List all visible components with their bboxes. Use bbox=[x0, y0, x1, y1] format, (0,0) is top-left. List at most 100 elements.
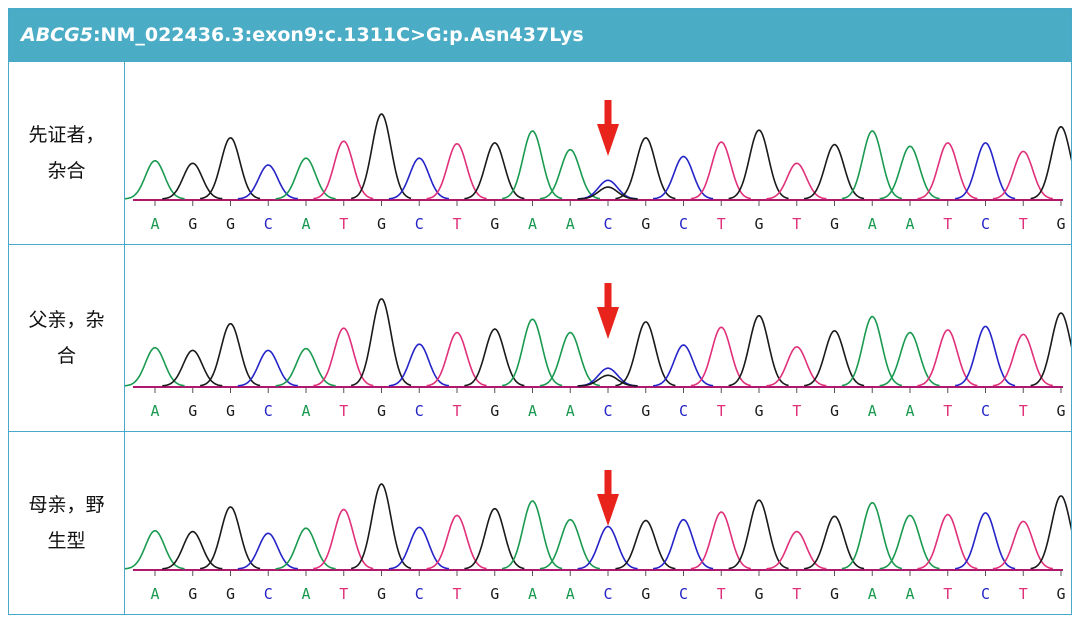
peak-G bbox=[350, 298, 412, 387]
peak-A bbox=[879, 514, 940, 570]
peak-C bbox=[653, 155, 714, 200]
base-call: A bbox=[528, 585, 537, 603]
base-call: T bbox=[1019, 585, 1028, 603]
base-call: A bbox=[868, 402, 877, 420]
peak-G bbox=[615, 321, 676, 387]
base-call: C bbox=[679, 402, 688, 420]
figure-frame: ABCG5:NM_022436.3:exon9:c.1311C>G:p.Asn4… bbox=[8, 8, 1072, 615]
peak-T bbox=[690, 511, 752, 570]
base-call: G bbox=[226, 215, 235, 233]
variant-arrow-icon bbox=[597, 283, 619, 339]
base-call: A bbox=[905, 585, 914, 603]
base-call: C bbox=[603, 402, 612, 420]
base-call: G bbox=[188, 215, 197, 233]
base-call: T bbox=[339, 402, 348, 420]
base-call: C bbox=[415, 215, 424, 233]
gene-name: ABCG5 bbox=[21, 24, 93, 46]
base-call: T bbox=[717, 402, 726, 420]
base-call: A bbox=[566, 215, 575, 233]
base-call: A bbox=[150, 215, 159, 233]
base-call: C bbox=[603, 215, 612, 233]
peak-C bbox=[653, 344, 714, 387]
peak-G bbox=[162, 349, 223, 387]
base-call: G bbox=[754, 402, 763, 420]
label-cell: 母亲，野生型 bbox=[9, 432, 125, 614]
base-call: C bbox=[264, 585, 273, 603]
base-call: T bbox=[339, 215, 348, 233]
base-call: C bbox=[264, 215, 273, 233]
base-call: G bbox=[490, 585, 499, 603]
base-call: T bbox=[943, 215, 952, 233]
base-call: G bbox=[377, 585, 386, 603]
peak-T bbox=[313, 140, 374, 200]
peak-T bbox=[766, 346, 827, 387]
peak-A bbox=[275, 527, 336, 570]
peak-G-secondary bbox=[577, 186, 638, 200]
peak-G bbox=[200, 506, 261, 570]
base-call: G bbox=[226, 402, 235, 420]
peak-G bbox=[1030, 125, 1071, 200]
base-call: G bbox=[754, 215, 763, 233]
figure-header: ABCG5:NM_022436.3:exon9:c.1311C>G:p.Asn4… bbox=[9, 9, 1071, 61]
peak-C bbox=[388, 526, 449, 570]
base-call: A bbox=[528, 402, 537, 420]
row-label: 先证者，杂合 bbox=[28, 124, 105, 182]
base-call: A bbox=[566, 402, 575, 420]
peak-G bbox=[728, 315, 789, 387]
base-call: A bbox=[150, 585, 159, 603]
base-call: G bbox=[377, 402, 386, 420]
base-call: G bbox=[490, 402, 499, 420]
base-call: A bbox=[301, 585, 310, 603]
base-call: A bbox=[528, 215, 537, 233]
peak-C bbox=[237, 164, 298, 200]
base-call: C bbox=[981, 215, 990, 233]
base-call: C bbox=[679, 215, 688, 233]
peak-A bbox=[879, 145, 940, 200]
base-call: G bbox=[1056, 402, 1065, 420]
peak-A bbox=[275, 347, 336, 387]
peak-G bbox=[728, 499, 789, 570]
base-call: C bbox=[981, 585, 990, 603]
base-call: A bbox=[566, 585, 575, 603]
peak-T bbox=[992, 150, 1053, 200]
peak-T bbox=[690, 326, 751, 387]
base-call: T bbox=[452, 402, 461, 420]
peak-G bbox=[1030, 312, 1071, 387]
peak-G bbox=[200, 323, 261, 387]
base-call: T bbox=[792, 585, 801, 603]
base-call: A bbox=[868, 215, 877, 233]
base-call: A bbox=[868, 585, 877, 603]
peak-G-secondary bbox=[577, 374, 638, 387]
peak-C bbox=[388, 343, 450, 387]
base-call: C bbox=[679, 585, 688, 603]
base-call: G bbox=[1056, 585, 1065, 603]
base-call: G bbox=[188, 585, 197, 603]
base-call: G bbox=[754, 585, 763, 603]
peak-T bbox=[917, 513, 978, 570]
peak-G bbox=[804, 515, 865, 570]
base-call: T bbox=[792, 215, 801, 233]
base-call: A bbox=[301, 215, 310, 233]
base-call: G bbox=[377, 215, 386, 233]
base-call: A bbox=[905, 402, 914, 420]
peak-G bbox=[803, 330, 865, 387]
base-call: G bbox=[641, 585, 650, 603]
base-call: G bbox=[226, 585, 235, 603]
peak-G bbox=[464, 507, 525, 570]
label-cell: 先证者，杂合 bbox=[9, 62, 125, 244]
base-call: G bbox=[830, 402, 839, 420]
row-father: 父亲，杂合 A G G C A T G C T G A A C G C T G T G A A T C T G bbox=[9, 244, 1071, 431]
peak-T bbox=[426, 514, 487, 570]
base-call: T bbox=[452, 215, 461, 233]
peak-G bbox=[803, 143, 865, 200]
base-call: A bbox=[150, 402, 159, 420]
peak-C bbox=[577, 179, 638, 200]
peak-T bbox=[313, 327, 374, 387]
peak-T bbox=[766, 162, 827, 200]
base-call: T bbox=[943, 585, 952, 603]
peak-G bbox=[615, 519, 676, 570]
